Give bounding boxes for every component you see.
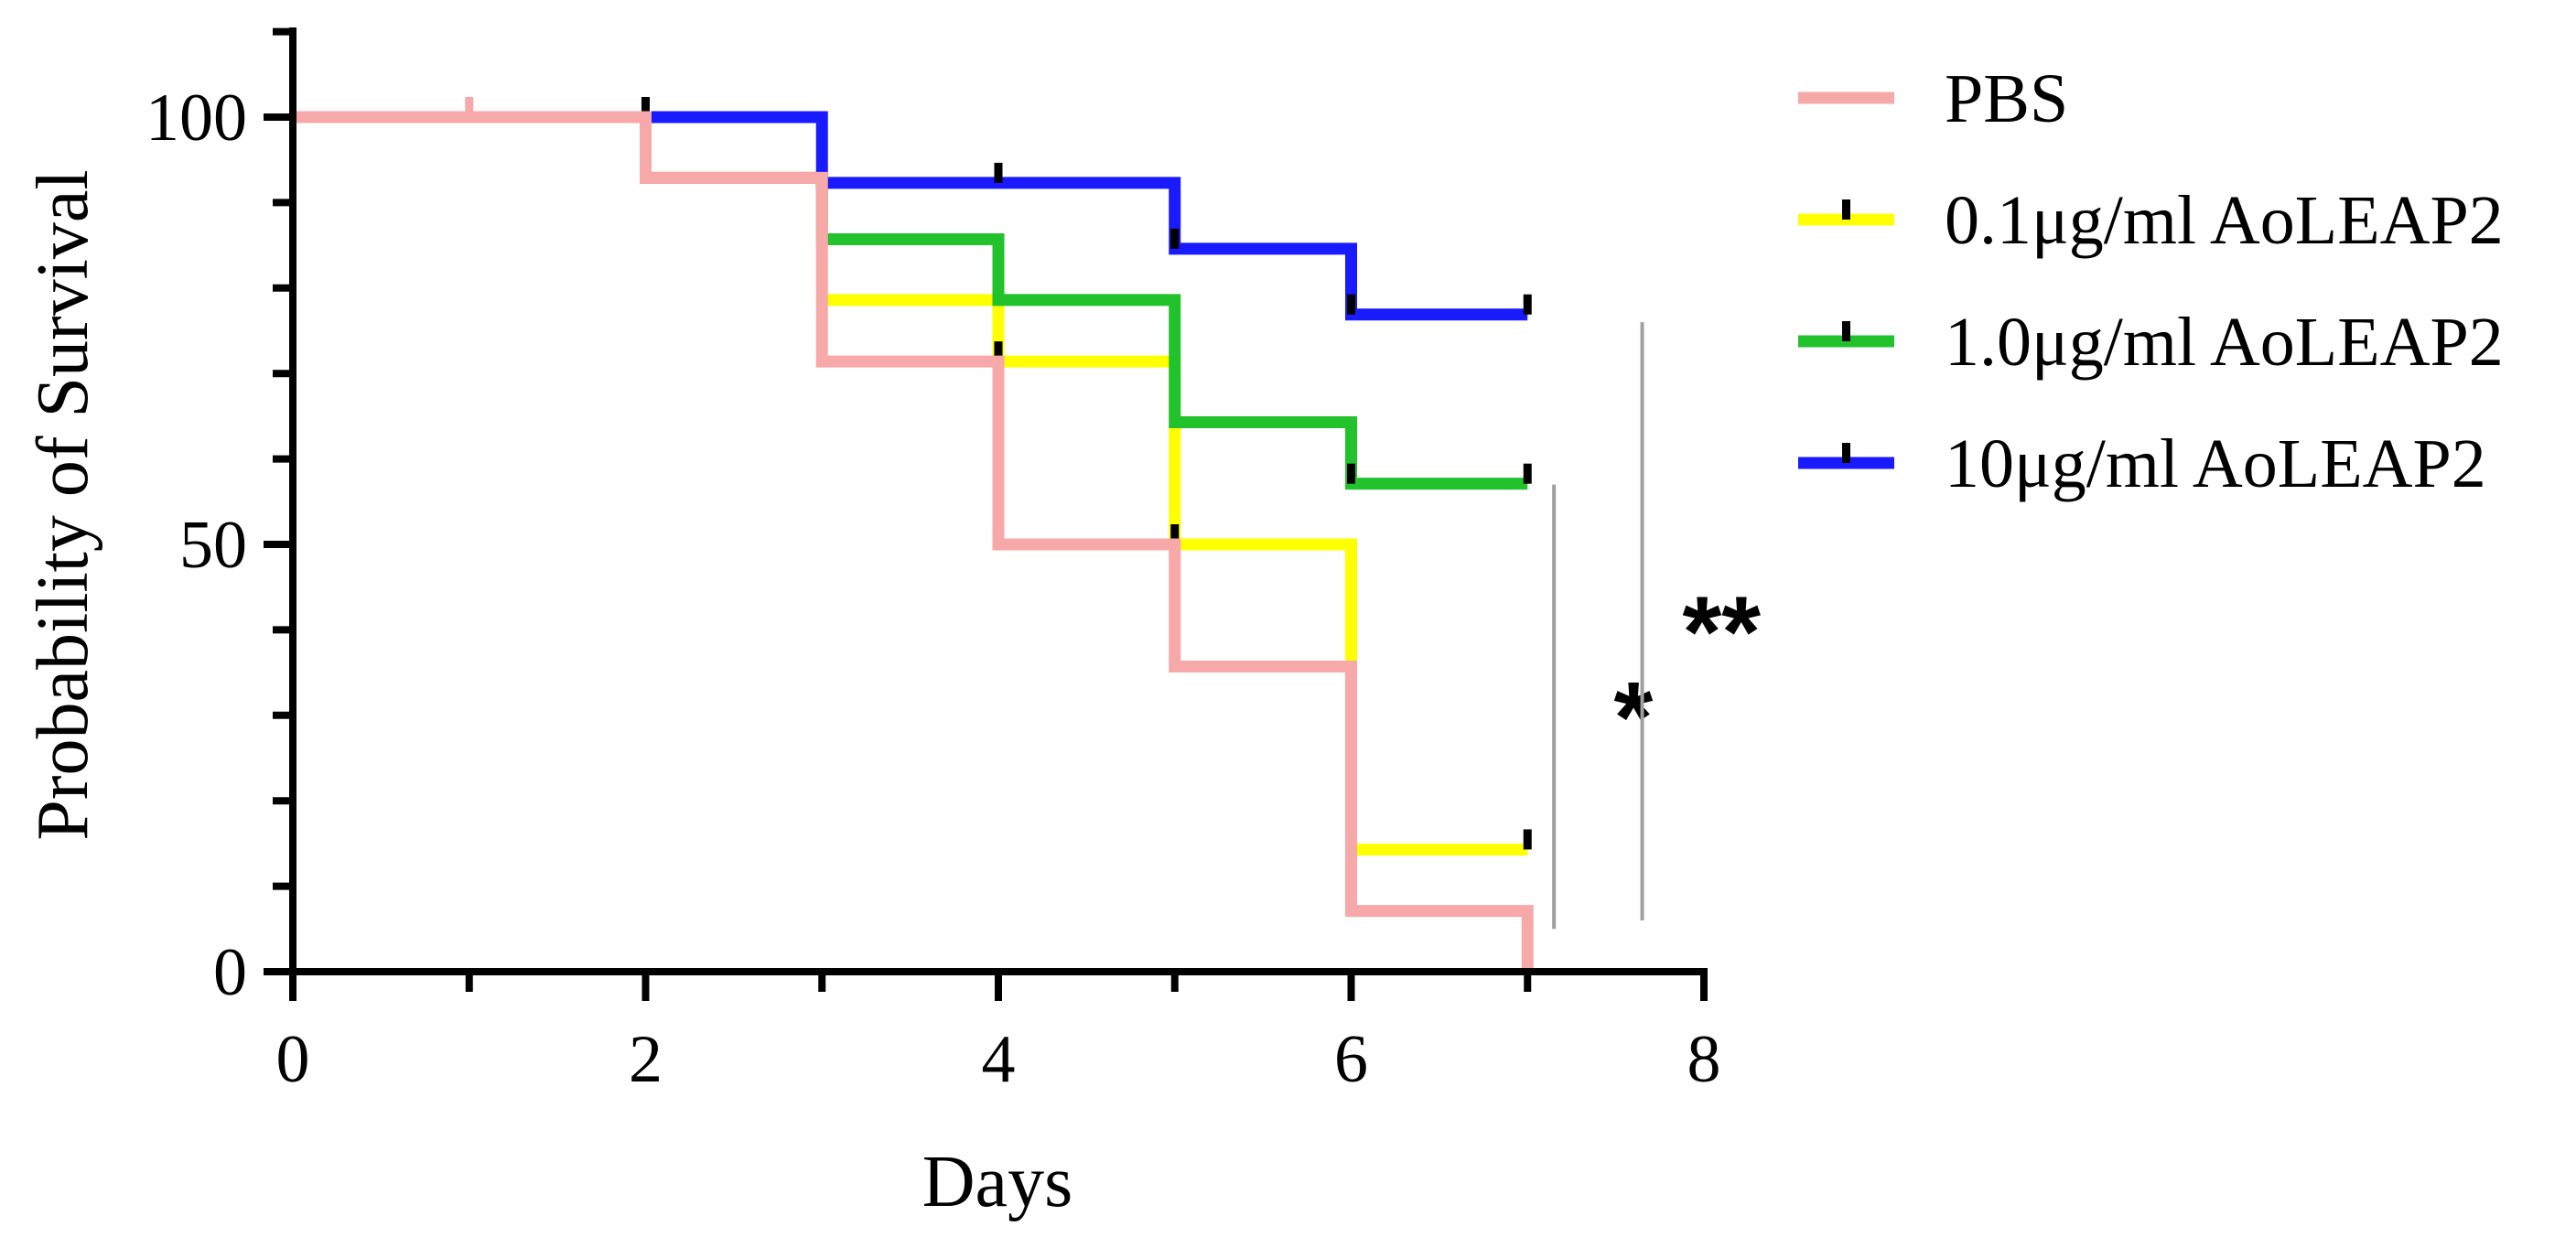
x-tick-label: 0 [276, 1022, 310, 1097]
x-tick-label: 2 [629, 1022, 663, 1097]
x-tick-label: 8 [1687, 1022, 1721, 1097]
series-1-survival-line [293, 111, 1534, 972]
legend-item-3-label: 1.0μg/ml AoLEAP2 [1945, 304, 2504, 381]
legend-item-1-label: PBS [1945, 60, 2068, 137]
series-4-survival-line [293, 111, 1528, 321]
x-axis-title: Days [922, 1142, 1072, 1222]
y-tick-label: 100 [146, 81, 247, 156]
y-tick-label: 0 [213, 935, 247, 1010]
significance-star-single: * [1613, 662, 1653, 774]
x-tick-label: 4 [982, 1022, 1016, 1097]
x-tick-label: 6 [1334, 1022, 1368, 1097]
y-axis-title: Probability of Survival [23, 169, 103, 840]
significance-star-double: ** [1682, 576, 1761, 688]
y-tick-label: 50 [179, 508, 247, 583]
legend-item-4-label: 10μg/ml AoLEAP2 [1945, 425, 2486, 502]
legend-item-2-label: 0.1μg/ml AoLEAP2 [1945, 182, 2504, 259]
legend: PBS 0.1μg/ml AoLEAP2 1.0μg/ml AoLEAP2 10μg/… [1798, 60, 2504, 502]
series-2-survival-line [293, 111, 1528, 855]
